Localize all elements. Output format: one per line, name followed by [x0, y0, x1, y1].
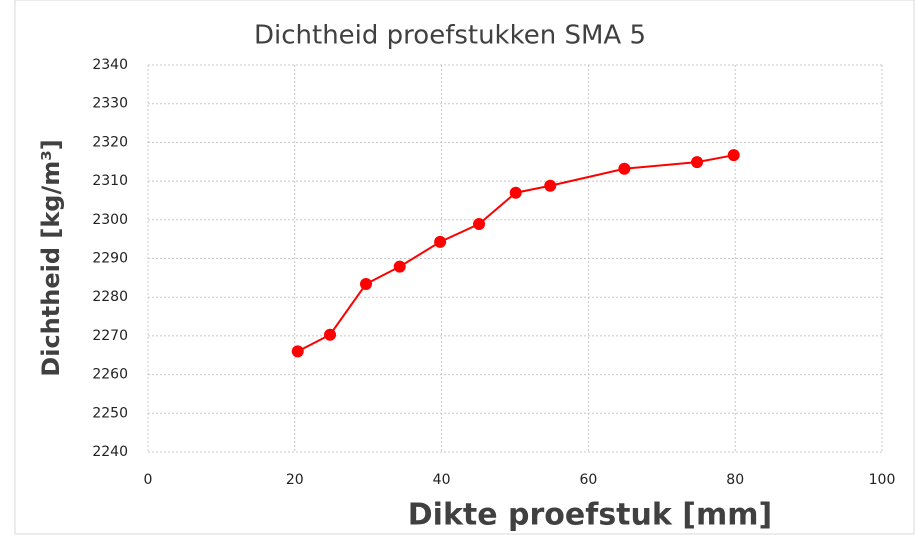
y-tick-label: 2270	[92, 328, 128, 344]
y-tick-label: 2260	[92, 367, 128, 383]
y-tick-label: 2290	[92, 251, 128, 267]
data-point	[359, 278, 372, 291]
data-point	[618, 162, 631, 175]
y-tick-label: 2310	[92, 173, 128, 189]
data-point	[393, 260, 406, 273]
chart-title: Dichtheid proefstukken SMA 5	[254, 21, 646, 51]
x-tick-label: 20	[286, 472, 304, 488]
x-tick-label: 0	[144, 472, 153, 488]
chart-border	[14, 0, 915, 535]
y-tick-label: 2240	[92, 444, 128, 460]
y-axis-label: Dichtheid [kg/m³]	[37, 139, 65, 376]
data-point	[324, 328, 337, 341]
x-tick-label: 60	[579, 472, 597, 488]
y-tick-label: 2320	[92, 134, 128, 150]
y-tick-label: 2340	[92, 57, 128, 73]
x-tick-label: 80	[726, 472, 744, 488]
data-point	[691, 156, 704, 169]
data-point	[473, 218, 486, 231]
data-point	[544, 179, 557, 192]
data-point	[727, 149, 740, 162]
data-point	[291, 345, 304, 358]
x-tick-label: 40	[433, 472, 451, 488]
y-tick-label: 2300	[92, 212, 128, 228]
y-tick-label: 2280	[92, 289, 128, 305]
x-tick-label: 100	[869, 472, 896, 488]
data-point	[509, 186, 522, 199]
y-tick-label: 2330	[92, 96, 128, 112]
x-axis-label: Dikte proefstuk [mm]	[408, 498, 772, 533]
data-point	[434, 235, 447, 248]
y-tick-label: 2250	[92, 405, 128, 421]
